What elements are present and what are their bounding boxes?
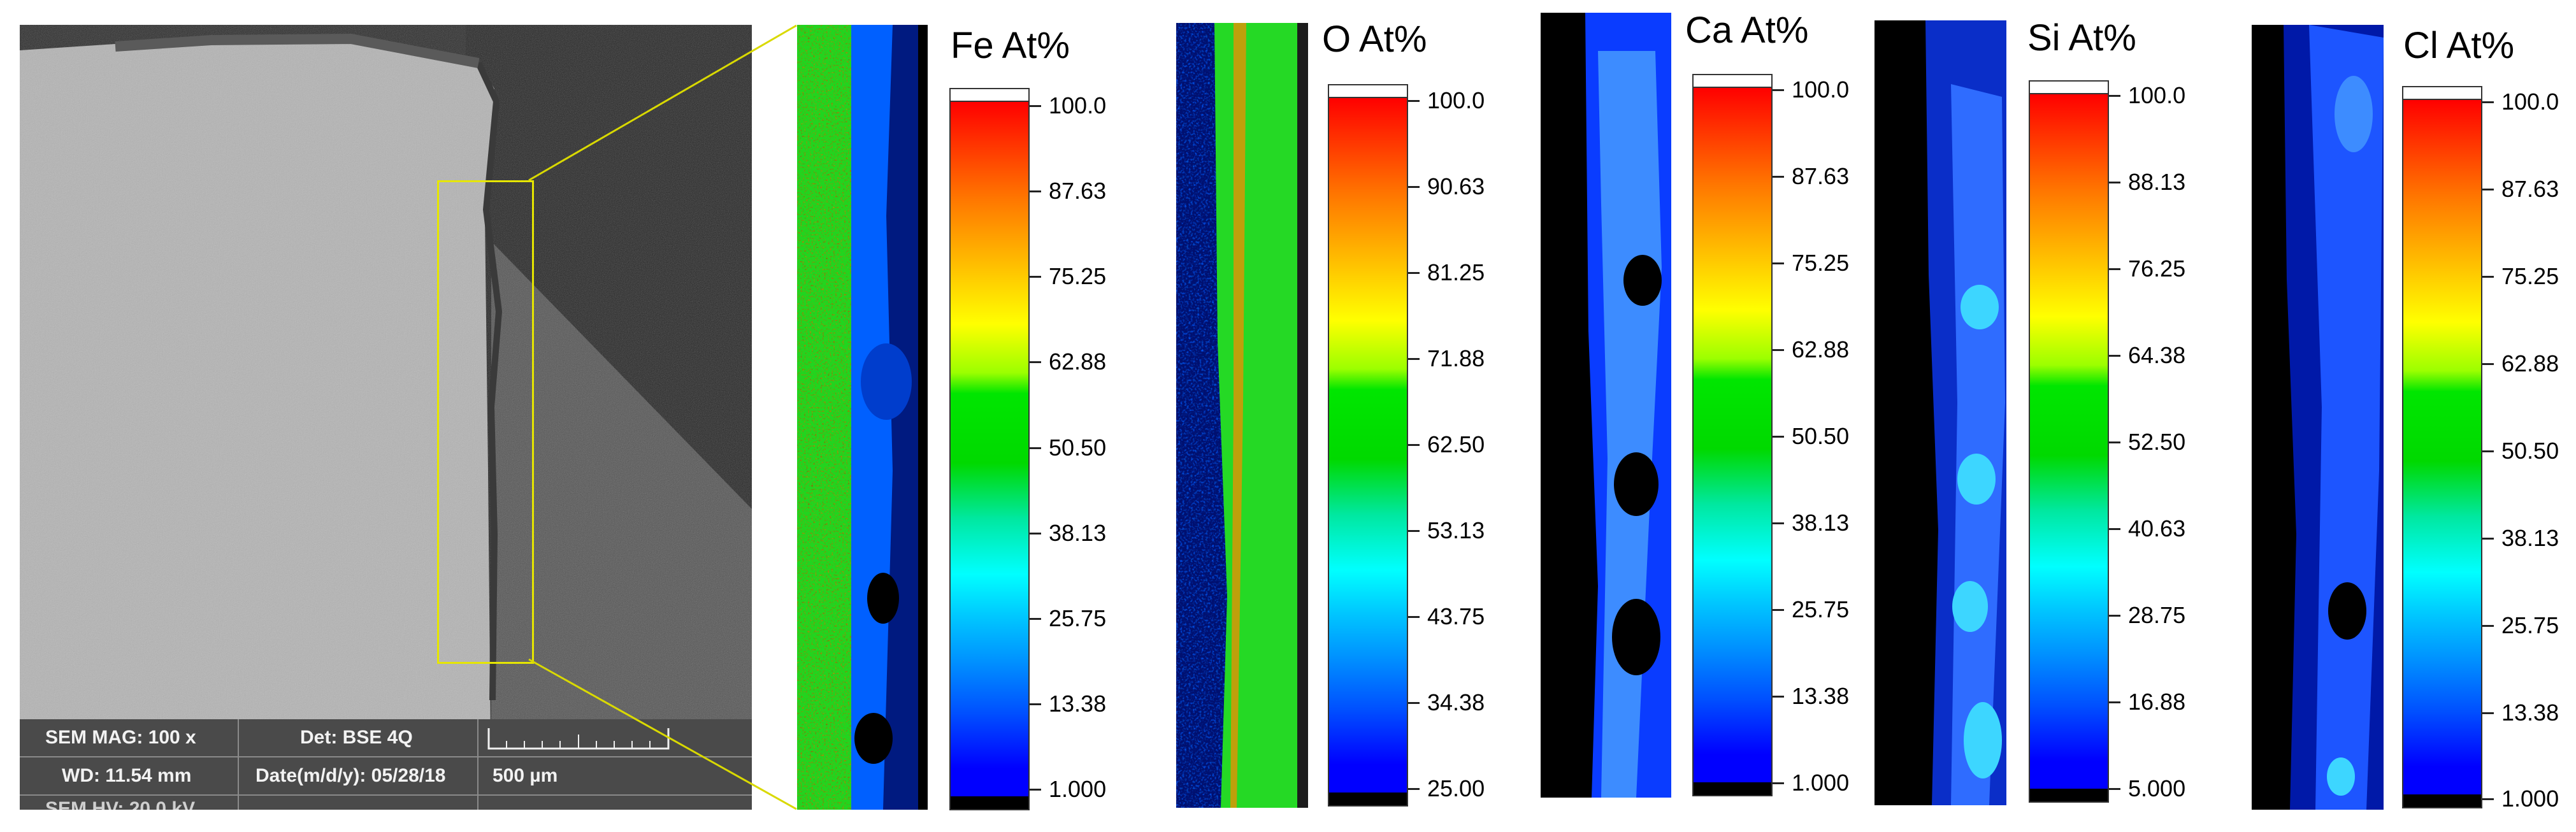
tick-label: 87.63 — [2501, 176, 2559, 202]
tick-label: 34.38 — [1427, 689, 1485, 715]
si-color-scale — [2029, 80, 2109, 803]
tick-label: 100.0 — [2501, 89, 2559, 115]
cl-map-image — [2252, 25, 2384, 810]
working-distance-label: WD: 11.54 mm — [62, 765, 192, 786]
tick-label: 13.38 — [1049, 691, 1107, 717]
detector-label: Det: BSE 4Q — [300, 727, 413, 748]
tick-label: 100.0 — [1792, 76, 1850, 103]
tick-label: 28.75 — [2128, 602, 2186, 628]
sem-micrograph — [20, 25, 752, 810]
tick-label: 40.63 — [2128, 515, 2186, 542]
tick-label: 62.88 — [1792, 336, 1850, 362]
si-map — [1874, 20, 2006, 805]
tick-label: 25.75 — [1049, 605, 1107, 631]
o-title: O At% — [1322, 18, 1427, 60]
tick-label: 50.50 — [1792, 423, 1850, 449]
tick-label: 25.75 — [2501, 612, 2559, 638]
fe-map-image — [797, 25, 928, 810]
si-map-image — [1874, 20, 2006, 805]
tick-label: 1.000 — [1049, 776, 1107, 802]
tick-label: 76.25 — [2128, 255, 2186, 282]
tick-label: 38.13 — [2501, 525, 2559, 551]
tick-label: 38.13 — [1049, 520, 1107, 546]
tick-label: 75.25 — [1792, 250, 1850, 276]
ca-map-image — [1541, 13, 1671, 798]
tick-label: 38.13 — [1792, 510, 1850, 536]
tick-label: 100.0 — [2128, 82, 2186, 108]
fe-map — [797, 25, 928, 810]
sem-hv-label: SEM HV: 20.0 kV — [45, 798, 196, 810]
tick-label: 62.88 — [1049, 348, 1107, 375]
scale-bar-label: 500 µm — [493, 765, 558, 786]
sem-info-bar: SEM MAG: 100 x Det: BSE 4Q WD: 11.54 mm … — [20, 719, 752, 810]
tick-label: 5.000 — [2128, 775, 2186, 801]
tick-label: 25.00 — [1427, 775, 1485, 801]
sem-mag-label: SEM MAG: 100 x — [45, 727, 196, 748]
tick-label: 87.63 — [1792, 163, 1850, 189]
tick-label: 75.25 — [2501, 263, 2559, 289]
tick-label: 64.38 — [2128, 342, 2186, 368]
date-label: Date(m/d/y): 05/28/18 — [255, 765, 446, 786]
tick-label: 1.000 — [1792, 770, 1850, 796]
tick-label: 62.88 — [2501, 350, 2559, 377]
tick-label: 1.000 — [2501, 785, 2559, 812]
cl-map — [2252, 25, 2384, 810]
tick-label: 25.75 — [1792, 596, 1850, 622]
tick-label: 75.25 — [1049, 263, 1107, 289]
tick-label: 52.50 — [2128, 429, 2186, 455]
tick-label: 90.63 — [1427, 173, 1485, 199]
cl-color-scale — [2402, 86, 2482, 808]
tick-label: 88.13 — [2128, 169, 2186, 195]
sem-image: SEM MAG: 100 x Det: BSE 4Q WD: 11.54 mm … — [20, 25, 752, 810]
ca-title: Ca At% — [1685, 10, 1809, 51]
tick-label: 71.88 — [1427, 345, 1485, 371]
tick-label: 53.13 — [1427, 517, 1485, 543]
tick-label: 43.75 — [1427, 603, 1485, 629]
o-map — [1176, 23, 1308, 808]
si-title: Si At% — [2027, 17, 2136, 59]
cl-title: Cl At% — [2403, 25, 2515, 66]
ca-map — [1541, 13, 1671, 798]
o-color-scale — [1328, 84, 1408, 807]
tick-label: 50.50 — [2501, 438, 2559, 464]
tick-label: 81.25 — [1427, 259, 1485, 285]
tick-label: 13.38 — [2501, 699, 2559, 726]
selection-box — [437, 180, 534, 664]
tick-label: 100.0 — [1427, 87, 1485, 113]
tick-label: 62.50 — [1427, 431, 1485, 457]
fe-color-scale — [949, 88, 1030, 810]
tick-label: 100.0 — [1049, 92, 1107, 118]
ca-color-scale — [1692, 74, 1773, 796]
tick-label: 13.38 — [1792, 683, 1850, 709]
tick-label: 16.88 — [2128, 689, 2186, 715]
o-map-image — [1176, 23, 1308, 808]
tick-label: 50.50 — [1049, 434, 1107, 461]
tick-label: 87.63 — [1049, 178, 1107, 204]
fe-title: Fe At% — [951, 25, 1070, 66]
